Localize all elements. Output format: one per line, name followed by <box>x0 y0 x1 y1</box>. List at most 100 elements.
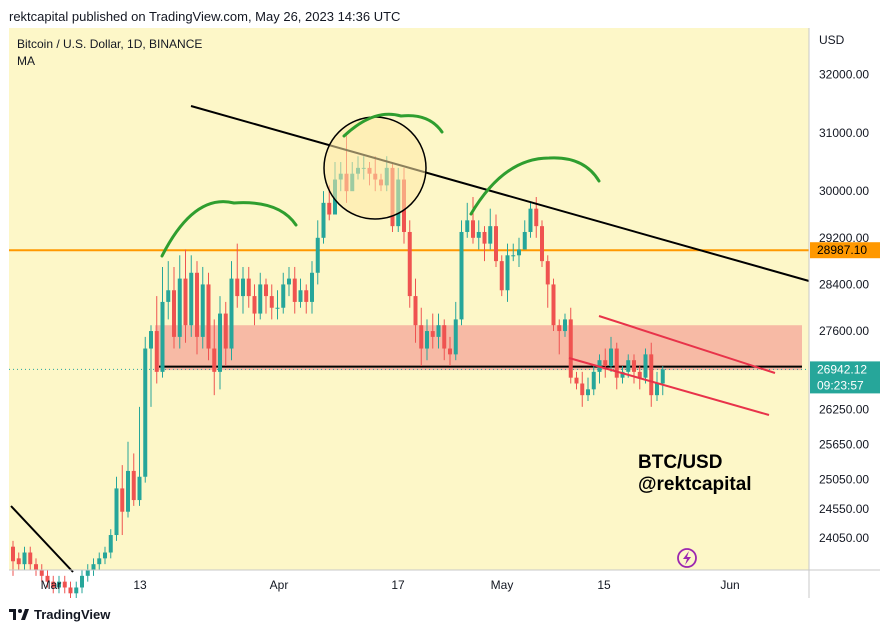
candle-body <box>545 261 550 285</box>
candle-body <box>68 587 73 594</box>
candle <box>476 220 481 250</box>
price-tick-label: 25650.00 <box>819 438 869 452</box>
support-zone <box>155 325 802 371</box>
candle <box>315 220 320 285</box>
candle-body <box>448 348 452 355</box>
candle-body <box>436 325 441 337</box>
candle-body <box>655 383 659 396</box>
candle-body <box>321 202 326 238</box>
watermark-line1: BTC/USD <box>638 452 722 473</box>
candle-body <box>476 231 481 238</box>
time-tick-label: Apr <box>270 578 289 592</box>
candle <box>143 336 148 483</box>
candle-body <box>522 231 527 250</box>
candle <box>103 546 107 565</box>
chart-area[interactable]: 32000.00 31000.00 30000.00 29200.00 28400.00… <box>9 28 880 598</box>
replay-icon[interactable] <box>677 548 697 568</box>
candle-body <box>609 348 613 367</box>
candle-body <box>517 249 521 256</box>
time-axis: Mar 13 Apr 17 May 15 Jun <box>41 578 740 592</box>
candle <box>442 319 447 361</box>
candle <box>436 313 441 349</box>
candle <box>591 366 596 396</box>
candle <box>177 255 182 349</box>
candle-body <box>557 325 562 332</box>
candle-body <box>57 581 61 588</box>
candle <box>528 202 533 238</box>
candle-body <box>413 296 418 326</box>
channel-upper-line <box>598 315 776 374</box>
downtrend-line <box>190 105 810 282</box>
candle-body <box>114 488 119 536</box>
candle-body <box>442 325 447 349</box>
candle <box>264 278 268 314</box>
candle-body <box>177 278 182 337</box>
candle-body <box>287 278 291 285</box>
candle <box>85 564 90 582</box>
candle <box>448 336 452 367</box>
candle <box>166 261 171 320</box>
candle-body <box>563 319 567 332</box>
candle <box>120 465 125 536</box>
plot-background <box>9 28 809 570</box>
candle-body <box>103 552 107 559</box>
candle-body <box>34 564 38 570</box>
candle <box>545 255 550 308</box>
candle-body <box>212 348 217 372</box>
candle <box>292 266 297 314</box>
candle <box>51 575 56 594</box>
candle-body <box>131 470 136 501</box>
candle <box>68 581 73 598</box>
price-tick-label: 25050.00 <box>819 473 869 487</box>
candle <box>183 249 188 343</box>
candle <box>517 237 521 267</box>
candle-body <box>229 278 234 349</box>
candle-body <box>108 535 113 553</box>
candle <box>57 575 61 594</box>
candle <box>614 342 619 390</box>
candle-body <box>292 278 297 302</box>
time-tick-label: May <box>491 578 514 592</box>
candle-body <box>22 552 27 565</box>
candle <box>126 441 130 518</box>
candle <box>626 354 631 378</box>
candle-body <box>459 231 464 320</box>
price-tick-label: 24050.00 <box>819 531 869 545</box>
tradingview-logo-icon <box>9 608 29 620</box>
candle <box>419 307 424 367</box>
candles <box>11 132 665 598</box>
price-axis: 32000.00 31000.00 30000.00 29200.00 28400.00… <box>819 68 869 545</box>
price-badges: 28987.10 26942.12 09:23:57 <box>810 242 880 394</box>
candle <box>172 266 176 349</box>
candle <box>511 243 516 262</box>
candle <box>643 348 648 384</box>
candle <box>609 336 613 372</box>
footer: TradingView <box>9 607 110 622</box>
candle <box>453 301 458 361</box>
candle <box>632 354 636 384</box>
candle-body <box>626 360 631 372</box>
candle <box>580 371 585 407</box>
candle-body <box>241 278 245 297</box>
candle <box>149 325 153 407</box>
candle-body <box>534 208 539 227</box>
candle-body <box>252 296 257 314</box>
symbol-legend: Bitcoin / U.S. Dollar, 1D, BINANCE <box>17 37 202 51</box>
candle <box>321 191 326 244</box>
price-chart[interactable]: 32000.00 31000.00 30000.00 29200.00 28400.00… <box>9 28 880 598</box>
candle-body <box>195 272 199 337</box>
candle-body <box>149 331 153 349</box>
candle-body <box>304 290 309 302</box>
price-tick-label: 26250.00 <box>819 403 869 417</box>
candle <box>200 266 205 349</box>
candle-body <box>643 354 648 378</box>
candle <box>218 296 222 390</box>
left-shoulder-arc <box>160 200 298 258</box>
candle-body <box>143 348 148 477</box>
candle-body <box>614 348 619 378</box>
right-shoulder-arc <box>469 156 601 216</box>
candle <box>586 377 590 401</box>
candle-body <box>218 313 222 372</box>
candle <box>603 348 608 378</box>
indicator-legend: MA <box>17 54 35 68</box>
